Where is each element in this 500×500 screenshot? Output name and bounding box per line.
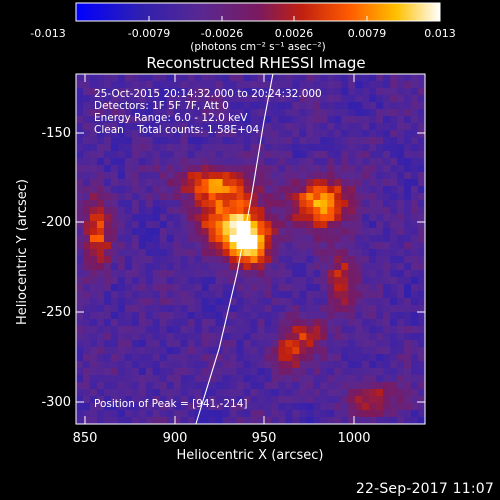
y-tick-label: -200 bbox=[41, 215, 71, 230]
colorbar-tick-label: 0.013 bbox=[424, 27, 456, 40]
y-tick-label: -300 bbox=[41, 395, 71, 410]
colorbar-tick-label: -0.0079 bbox=[128, 27, 170, 40]
info-line-detectors: Detectors: 1F 5F 7F, Att 0 bbox=[94, 100, 229, 112]
colorbar-tick-label: -0.013 bbox=[30, 27, 65, 40]
colorbar-area: -0.013 -0.0079 -0.0026 0.0026 0.0079 0.0… bbox=[30, 2, 456, 53]
colorbar bbox=[75, 2, 441, 22]
colorbar-tick-label: -0.0026 bbox=[201, 27, 243, 40]
plot-area: Reconstructed RHESSI Image 850 900 950 1… bbox=[15, 54, 426, 463]
x-axis-ticks bbox=[84, 74, 355, 424]
info-line-clean-counts: Clean Total counts: 1.58E+04 bbox=[94, 124, 259, 136]
solar-limb-line bbox=[195, 73, 274, 425]
y-axis-ticks bbox=[76, 132, 425, 403]
x-axis-label: Heliocentric X (arcsec) bbox=[177, 448, 324, 463]
x-tick-label: 950 bbox=[252, 431, 277, 446]
colorbar-tick-marks bbox=[75, 16, 441, 21]
y-axis-label: Heliocentric Y (arcsec) bbox=[15, 179, 30, 325]
colorbar-unit-label: (photons cm⁻² s⁻¹ asec⁻²) bbox=[190, 41, 325, 53]
plot-frame bbox=[75, 73, 426, 425]
info-line-time-range: 25-Oct-2015 20:14:32.000 to 20:24:32.000 bbox=[94, 88, 322, 100]
plot-title: Reconstructed RHESSI Image bbox=[146, 54, 365, 72]
x-tick-label: 850 bbox=[73, 431, 98, 446]
y-tick-label: -150 bbox=[41, 126, 71, 141]
heatmap-image bbox=[76, 74, 426, 425]
peak-position-label: Position of Peak = [941,-214] bbox=[94, 398, 248, 410]
colorbar-tick-label: 0.0079 bbox=[348, 27, 387, 40]
colorbar-tick-label: 0.0026 bbox=[275, 27, 314, 40]
x-tick-label: 1000 bbox=[337, 431, 370, 446]
x-tick-label: 900 bbox=[163, 431, 188, 446]
y-tick-label: -250 bbox=[41, 305, 71, 320]
info-line-energy-range: Energy Range: 6.0 - 12.0 keV bbox=[94, 112, 248, 124]
timestamp: 22-Sep-2017 11:07 bbox=[355, 481, 494, 497]
